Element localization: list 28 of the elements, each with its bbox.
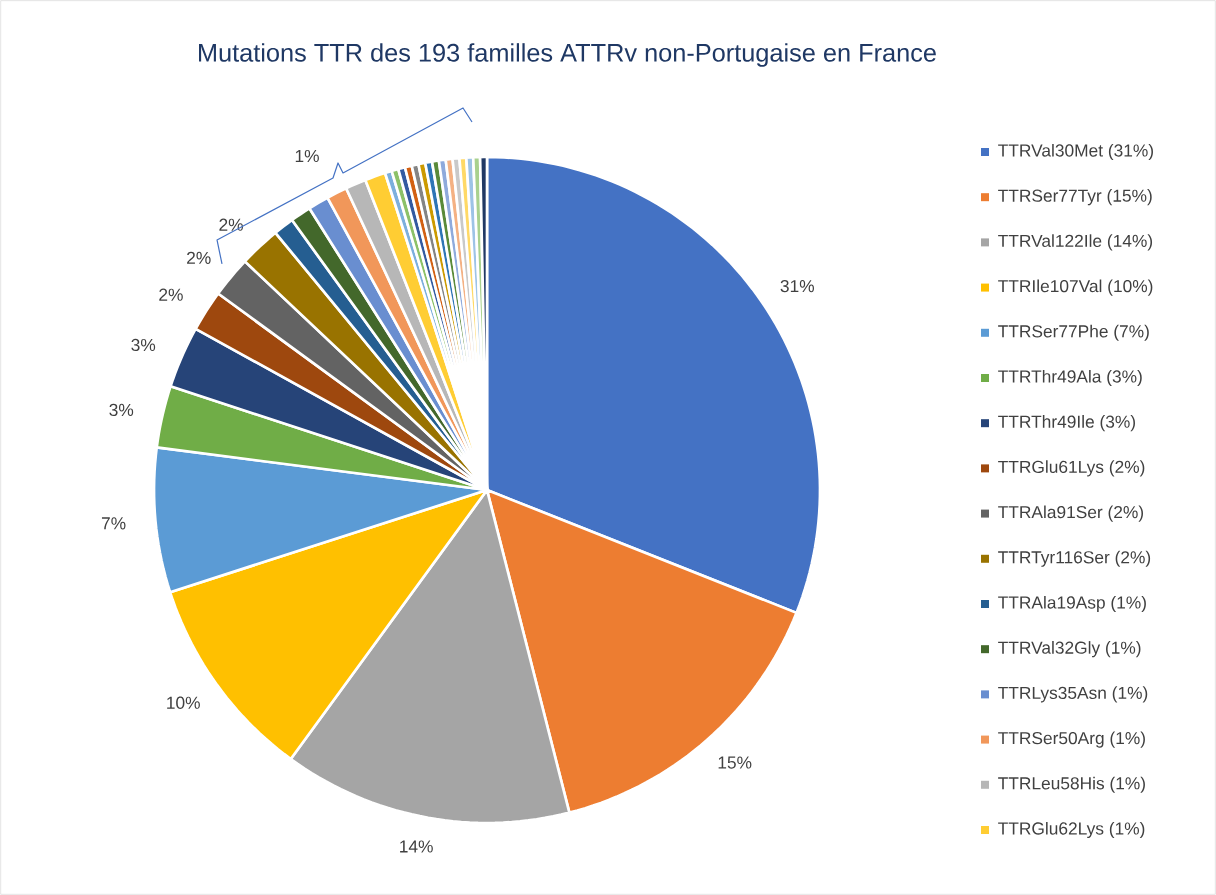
data-label: 7% — [101, 517, 126, 530]
legend-label: TTRThr49Ile (3%) — [998, 415, 1136, 432]
data-label: 2% — [159, 288, 183, 301]
data-label: 2% — [219, 218, 243, 231]
data-label: 15% — [718, 756, 752, 769]
data-label: 31% — [780, 279, 814, 293]
legend-label: TTRLeu58His (1%) — [998, 776, 1145, 793]
legend-label: TTRAla91Ser (2%) — [998, 505, 1144, 522]
legend-label: TTRGlu62Lys (1%) — [998, 821, 1145, 839]
data-label: 3% — [109, 403, 134, 417]
data-label: 2% — [187, 251, 211, 264]
data-label: 10% — [167, 696, 200, 709]
legend-label: TTRThr49Ala (3%) — [998, 369, 1142, 387]
legend-label: TTRVal30Met (31%) — [998, 143, 1153, 161]
legend-label: TTRVal32Gly (1%) — [998, 641, 1141, 658]
legend-label: TTRVal122Ile (14%) — [998, 234, 1153, 251]
legend-label: TTRSer77Phe (7%) — [998, 324, 1149, 341]
data-label: 3% — [131, 338, 156, 352]
data-label: 14% — [400, 840, 433, 853]
legend-label: TTRSer77Tyr (15%) — [998, 189, 1152, 206]
legend-label: TTRSer50Arg (1%) — [998, 731, 1145, 748]
text: 1% — [295, 149, 319, 163]
legend-label: TTRAla19Asp (1%) — [998, 595, 1146, 613]
legend-label: TTRGlu61Lys (2%) — [998, 460, 1145, 477]
legend-label: TTRIle107Val (10%) — [998, 279, 1153, 296]
legend-label: TTRLys35Asn (1%) — [998, 686, 1148, 703]
legend-label: TTRTyr116Ser (2%) — [998, 550, 1151, 567]
chart-title: Mutations TTR des 193 familles ATTRv non-Portugaise en France — [199, 43, 936, 67]
